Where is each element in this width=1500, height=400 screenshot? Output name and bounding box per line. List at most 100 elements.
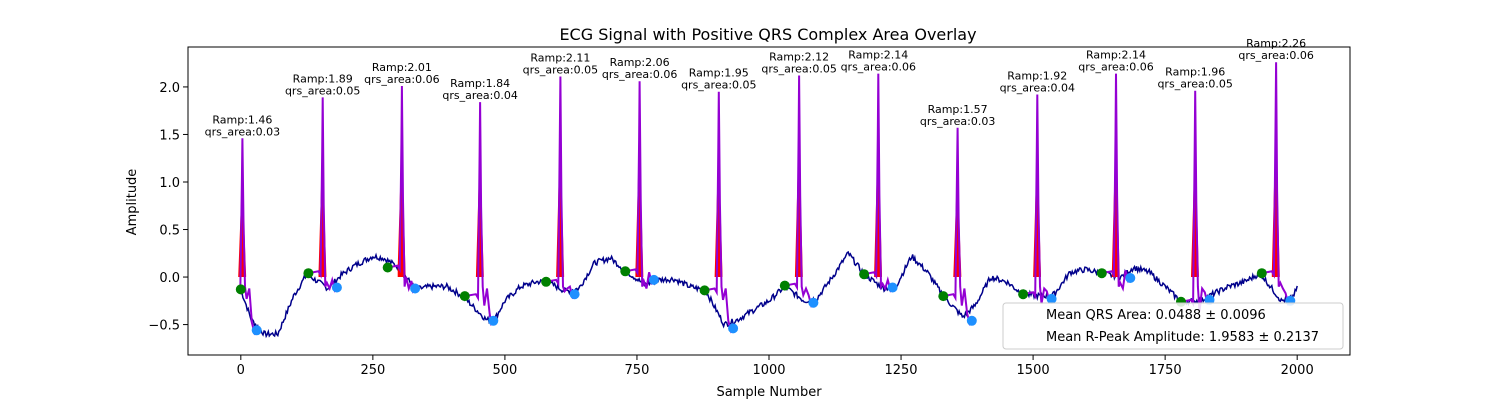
r-amplitude-label: Ramp:2.12: [769, 51, 829, 64]
chart-title: ECG Signal with Positive QRS Complex Are…: [559, 25, 976, 44]
legend-entry-r-peak-amplitude: Mean R-Peak Amplitude: 1.9583 ± 0.2137: [1046, 330, 1319, 345]
qrs-onset-marker: [859, 269, 870, 280]
qrs-offset-marker: [569, 289, 580, 300]
x-tick-label: 500: [492, 363, 517, 378]
r-amplitude-label: Ramp:2.14: [848, 49, 908, 62]
qrs-onset-marker: [1018, 289, 1029, 300]
r-amplitude-label: Ramp:1.95: [689, 67, 749, 80]
y-axis: −0.5 0.0 0.5 1.0 1.5 2.0: [148, 81, 188, 334]
qrs-onset-marker: [938, 291, 949, 302]
x-tick-label: 250: [360, 363, 385, 378]
x-tick-label: 1750: [1149, 363, 1182, 378]
y-tick-label: 0.0: [159, 271, 180, 286]
x-tick-label: 1500: [1017, 363, 1050, 378]
qrs-offset-marker: [251, 325, 262, 336]
qrs-segment-line: [784, 75, 815, 308]
qrs-onset-marker: [303, 268, 314, 279]
qrs-segment-line: [943, 127, 973, 326]
qrs-area-label: qrs_area:0.05: [761, 63, 836, 76]
r-amplitude-label: Ramp:2.11: [530, 52, 590, 65]
x-tick-label: 750: [625, 363, 650, 378]
x-tick-label: 1000: [752, 363, 785, 378]
qrs-onset-marker: [699, 285, 710, 296]
qrs-segment-line: [863, 73, 894, 293]
qrs-offset-marker: [966, 315, 977, 326]
r-amplitude-label: Ramp:2.06: [610, 56, 670, 69]
qrs-area-label: qrs_area:0.06: [364, 73, 439, 86]
x-tick-label: 2000: [1281, 363, 1314, 378]
legend-box: [1002, 302, 1344, 350]
qrs-onset-marker: [541, 276, 552, 287]
qrs-area-label: qrs_area:0.04: [442, 89, 517, 102]
qrs-segment-line: [464, 102, 495, 327]
y-tick-label: 1.0: [159, 176, 180, 191]
qrs-area-label: qrs_area:0.06: [602, 68, 677, 81]
qrs-area-label: qrs_area:0.06: [1238, 49, 1313, 62]
r-amplitude-label: Ramp:1.84: [450, 77, 510, 90]
r-amplitude-label: Ramp:1.96: [1165, 66, 1225, 79]
qrs-offset-marker: [808, 297, 819, 308]
x-tick-label: 1250: [884, 363, 917, 378]
qrs-offset-marker: [887, 282, 898, 293]
r-amplitude-label: Ramp:1.89: [293, 72, 353, 85]
qrs-onset-marker: [1256, 268, 1267, 279]
y-tick-label: 1.5: [159, 128, 180, 143]
r-amplitude-label: Ramp:1.46: [212, 113, 272, 126]
qrs-segment-line: [308, 97, 338, 293]
qrs-segment-line: [545, 76, 576, 300]
qrs-segment-line: [237, 138, 258, 336]
plot-content: Ramp:1.46qrs_area:0.03Ramp:1.89qrs_area:…: [205, 37, 1314, 339]
qrs-area-label: qrs_area:0.05: [285, 84, 360, 97]
y-tick-label: −0.5: [148, 319, 180, 334]
qrs-area-label: qrs_area:0.05: [681, 79, 756, 92]
x-axis: 0 250 500 750 1000 1250 1500 1750 2000: [237, 355, 1314, 378]
qrs-area-label: qrs_area:0.05: [1157, 78, 1232, 91]
r-amplitude-label: Ramp:1.92: [1007, 70, 1067, 83]
qrs-area-label: qrs_area:0.05: [523, 64, 598, 77]
x-tick-label: 0: [237, 363, 245, 378]
qrs-offset-marker: [488, 315, 499, 326]
r-amplitude-label: Ramp:1.57: [928, 103, 988, 116]
qrs-segment-line: [1261, 62, 1292, 307]
qrs-offset-marker: [1204, 294, 1215, 305]
r-amplitude-label: Ramp:2.01: [372, 61, 432, 74]
qrs-onset-marker: [1096, 268, 1107, 279]
qrs-onset-marker: [235, 284, 246, 295]
qrs-onset-marker: [620, 266, 631, 277]
r-amplitude-label: Ramp:2.14: [1086, 49, 1146, 62]
y-tick-label: 0.5: [159, 224, 180, 239]
qrs-area-label: qrs_area:0.06: [1078, 61, 1153, 74]
qrs-segment-line: [1022, 94, 1053, 305]
qrs-offset-marker: [728, 323, 739, 334]
legend: Mean QRS Area: 0.0488 ± 0.0096 Mean R-Pe…: [1002, 302, 1344, 350]
qrs-onset-marker: [382, 262, 393, 273]
y-axis-title: Amplitude: [125, 169, 140, 236]
qrs-offset-marker: [410, 283, 421, 294]
qrs-onset-marker: [459, 291, 470, 302]
y-tick-label: 2.0: [159, 81, 180, 96]
qrs-segment-line: [704, 91, 734, 334]
qrs-offset-marker: [1125, 273, 1136, 283]
qrs-segment-line: [1101, 73, 1132, 292]
qrs-area-label: qrs_area:0.04: [1000, 82, 1075, 95]
qrs-offset-marker: [331, 282, 342, 293]
qrs-area-label: qrs_area:0.03: [205, 125, 280, 138]
x-axis-title: Sample Number: [716, 385, 822, 400]
legend-entry-qrs-area: Mean QRS Area: 0.0488 ± 0.0096: [1046, 308, 1266, 323]
qrs-onset-marker: [779, 280, 790, 291]
qrs-area-label: qrs_area:0.06: [841, 61, 916, 74]
